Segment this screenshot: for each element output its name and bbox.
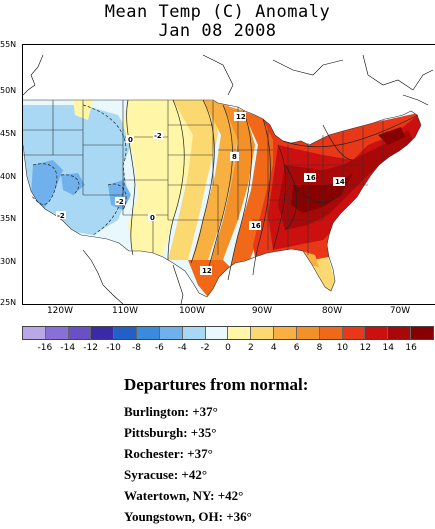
contour-label-neg2-west: -2 <box>57 212 65 220</box>
color-legend-swatch <box>388 327 412 339</box>
color-legend-label: -6 <box>154 343 164 353</box>
color-legend-swatch <box>296 327 320 339</box>
departure-row-watertown: Watertown, NY: +42° <box>124 488 244 503</box>
contour-label-neg2-central: -2 <box>116 198 124 206</box>
lon-label-110w: 110W <box>111 306 139 316</box>
lon-label-90w: 90W <box>251 306 273 316</box>
lon-label-80w: 80W <box>321 306 343 316</box>
color-legend-swatch <box>365 327 389 339</box>
color-legend-label: 0 <box>225 343 231 353</box>
departures-panel: Departures from normal: Burlington: +37°… <box>124 375 308 527</box>
color-legend-label: -14 <box>60 343 76 353</box>
contour-label-12-texas: 12 <box>202 267 212 275</box>
color-legend-label: 10 <box>336 343 349 353</box>
anomaly-map: 12 8 16 14 16 12 0 -2 -2 -2 0 <box>22 44 435 305</box>
color-legend-label: 8 <box>316 343 323 353</box>
color-legend-swatch <box>182 327 206 339</box>
color-legend-swatch <box>274 327 297 339</box>
color-legend-swatch <box>23 327 46 339</box>
color-legend-swatch <box>205 327 229 339</box>
color-legend-label: -16 <box>37 343 53 353</box>
title-line-2: Jan 08 2008 <box>158 21 277 41</box>
lon-label-70w: 70W <box>389 306 411 316</box>
color-legend-label: -4 <box>177 343 187 353</box>
color-legend-label: 2 <box>248 343 254 353</box>
lat-label-25n: 25N <box>0 298 17 307</box>
anomaly-map-svg: 12 8 16 14 16 12 0 -2 -2 -2 0 <box>23 45 435 304</box>
departure-row-syracuse: Syracuse: +42° <box>124 467 208 482</box>
color-legend-swatch <box>159 327 183 339</box>
color-legend-label: -12 <box>83 343 99 353</box>
contour-label-16-south: 16 <box>251 222 261 230</box>
contour-label-16-ohio: 16 <box>306 174 316 182</box>
color-legend-label: -2 <box>200 343 210 353</box>
departure-row-burlington: Burlington: +37° <box>124 404 218 419</box>
color-legend-swatch <box>411 327 433 339</box>
lon-label-100w: 100W <box>178 306 206 316</box>
departure-row-pittsburgh: Pittsburgh: +35° <box>124 425 217 440</box>
lon-label-120w: 120W <box>46 306 74 316</box>
color-legend-swatch <box>114 327 138 339</box>
departure-row-youngstown: Youngstown, OH: +36° <box>124 509 252 524</box>
departures-heading: Departures from normal: <box>124 375 309 394</box>
lat-label-50n: 50N <box>0 86 17 95</box>
color-legend-swatch <box>137 327 160 339</box>
color-legend-swatch <box>68 327 92 339</box>
color-legend-swatch <box>45 327 69 339</box>
contour-label-0-north: 0 <box>128 136 133 144</box>
contour-label-0-south: 0 <box>150 214 155 222</box>
color-legend-label: 12 <box>359 343 372 353</box>
contour-label-12-north: 12 <box>236 113 246 121</box>
lat-label-35n: 35N <box>0 214 17 223</box>
color-legend-label: 16 <box>405 343 417 353</box>
color-legend-bar <box>22 326 434 340</box>
lat-label-40n: 40N <box>0 172 17 181</box>
contour-label-8: 8 <box>232 153 237 161</box>
color-legend-label: -8 <box>131 343 141 353</box>
departure-row-rochester: Rochester: +37° <box>124 446 213 461</box>
contour-labels: 12 8 16 14 16 12 0 -2 -2 -2 0 <box>56 112 345 275</box>
title-line-1: Mean Temp (C) Anomaly <box>104 2 331 22</box>
color-legend-swatch <box>342 327 366 339</box>
color-legend-swatch <box>251 327 275 339</box>
lat-label-30n: 30N <box>0 257 17 266</box>
color-legend-swatch <box>228 327 252 339</box>
color-legend-swatch <box>91 327 115 339</box>
contour-label-neg2-north: -2 <box>154 132 162 140</box>
chart-title: Mean Temp (C) Anomaly Jan 08 2008 <box>0 3 435 41</box>
color-legend-label: -10 <box>106 343 121 353</box>
color-legend-swatch <box>319 327 343 339</box>
color-legend-label: 4 <box>270 343 277 353</box>
lat-label-55n: 55N <box>0 40 17 49</box>
contour-label-14: 14 <box>335 178 345 186</box>
lat-label-45n: 45N <box>0 129 17 138</box>
color-legend-label: 6 <box>293 343 300 353</box>
color-legend-label: 14 <box>382 343 394 353</box>
